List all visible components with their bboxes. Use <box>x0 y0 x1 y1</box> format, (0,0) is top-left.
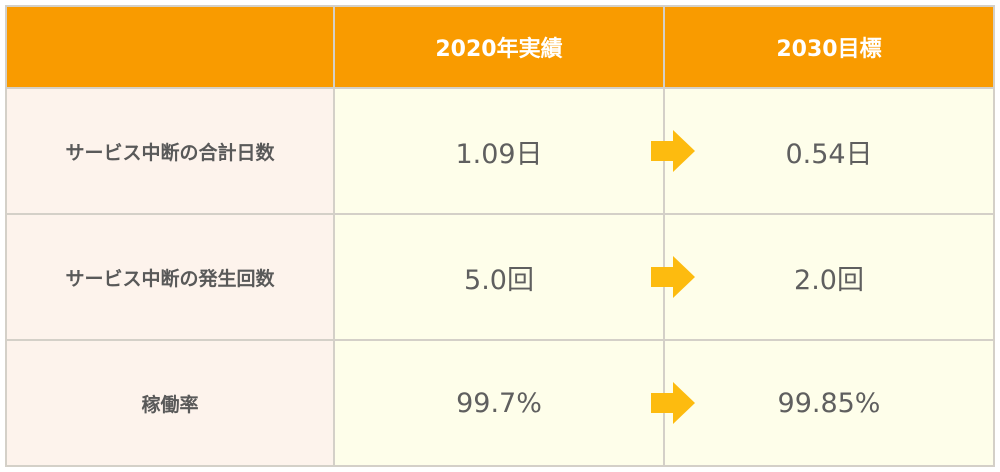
value-2030-outage-count: 2.0回 <box>794 264 864 296</box>
right-arrow-icon <box>651 130 695 172</box>
value-2030-total-outage-days-cell: 0.54日 <box>651 89 995 215</box>
comparison-table: 2020年実績 2030目標 サービス中断の合計日数 1.09日 0.54日 サ… <box>5 5 995 467</box>
row-label-outage-count: サービス中断の発生回数 <box>5 215 335 341</box>
value-2020-availability: 99.7% <box>335 341 665 467</box>
value-2030-total-outage-days: 0.54日 <box>785 138 873 170</box>
header-2020-actual: 2020年実績 <box>335 5 665 89</box>
value-2020-outage-count: 5.0回 <box>335 215 665 341</box>
header-corner-cell <box>5 5 335 89</box>
value-2030-outage-count-cell: 2.0回 <box>651 215 995 341</box>
value-2030-availability: 99.85% <box>777 387 881 419</box>
row-label-total-outage-days: サービス中断の合計日数 <box>5 89 335 215</box>
value-2030-availability-cell: 99.85% <box>651 341 995 467</box>
header-2030-target: 2030目標 <box>665 5 995 89</box>
row-label-availability: 稼働率 <box>5 341 335 467</box>
right-arrow-icon <box>651 382 695 424</box>
value-2020-total-outage-days: 1.09日 <box>335 89 665 215</box>
right-arrow-icon <box>651 256 695 298</box>
